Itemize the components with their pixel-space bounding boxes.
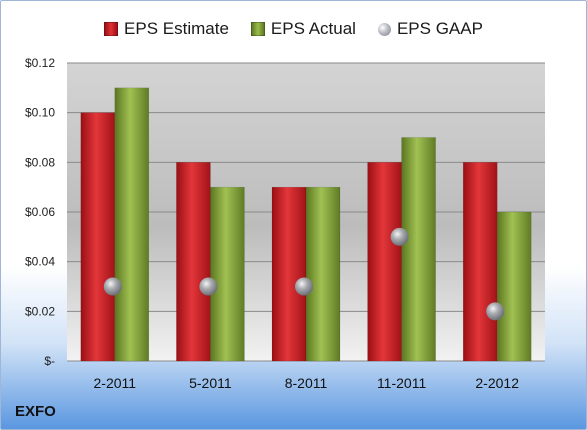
bar-eps-estimate bbox=[80, 112, 116, 362]
legend-label-eps-actual: EPS Actual bbox=[270, 19, 356, 38]
legend-label-eps-gaap: EPS GAAP bbox=[396, 19, 483, 38]
x-tick-label: 8-2011 bbox=[285, 375, 328, 391]
bar-eps-actual bbox=[114, 87, 150, 362]
chart-legend: EPS Estimate EPS Actual EPS GAAP bbox=[1, 17, 586, 41]
y-tick-label: $0.12 bbox=[25, 56, 55, 70]
y-tick-label: $0.06 bbox=[25, 205, 55, 219]
bar-eps-actual bbox=[496, 211, 532, 362]
bar-eps-actual bbox=[401, 137, 436, 362]
marker-eps-gaap bbox=[295, 277, 313, 296]
y-tick-label: $0.04 bbox=[25, 255, 55, 269]
y-tick-label: $0.08 bbox=[25, 155, 55, 169]
legend-item-eps-gaap: EPS GAAP bbox=[377, 19, 483, 39]
bar-eps-estimate bbox=[462, 162, 498, 362]
marker-eps-gaap bbox=[103, 277, 122, 296]
bar-eps-actual bbox=[305, 186, 341, 362]
x-tick-label: 11-2011 bbox=[377, 375, 427, 391]
legend-marker-eps-gaap bbox=[377, 22, 391, 36]
legend-label-eps-estimate: EPS Estimate bbox=[124, 19, 229, 38]
bar-eps-estimate bbox=[271, 186, 307, 362]
x-tick-label: 2-2011 bbox=[94, 375, 137, 391]
bar-eps-actual bbox=[210, 186, 245, 362]
marker-eps-gaap bbox=[199, 277, 218, 296]
legend-item-eps-estimate: EPS Estimate bbox=[104, 19, 229, 39]
marker-eps-gaap bbox=[390, 227, 409, 246]
y-tick-label: $- bbox=[44, 354, 55, 368]
bar-eps-estimate bbox=[176, 162, 211, 362]
legend-swatch-eps-estimate bbox=[104, 22, 119, 36]
marker-eps-gaap bbox=[486, 302, 505, 321]
bar-eps-estimate bbox=[367, 162, 402, 362]
y-tick-label: $0.02 bbox=[25, 304, 55, 318]
eps-chart: $0.12 $0.10 $0.08 $0.06 $0.04 $0.02 $- 2-2011 5-… bbox=[25, 56, 545, 391]
x-tick-label: 2-2012 bbox=[475, 375, 519, 391]
legend-item-eps-actual: EPS Actual bbox=[250, 19, 356, 39]
ticker-label: EXFO bbox=[15, 403, 56, 420]
x-tick-label: 5-2011 bbox=[189, 375, 232, 391]
legend-swatch-eps-actual bbox=[250, 22, 265, 36]
y-tick-label: $0.10 bbox=[25, 106, 55, 120]
